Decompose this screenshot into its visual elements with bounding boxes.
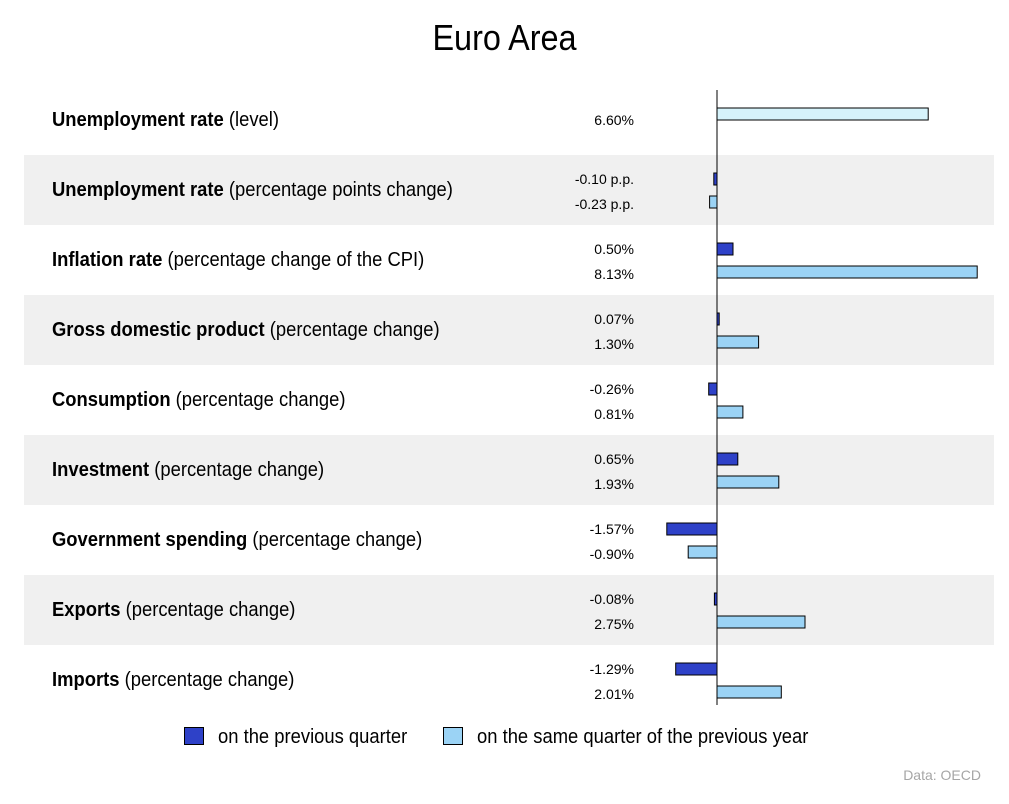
bar-quarter: [666, 522, 718, 536]
value-label-quarter: -0.26%: [589, 381, 634, 397]
bar-quarter: [716, 242, 734, 256]
indicator-name: Unemployment rate: [52, 109, 224, 131]
indicator-unit: (percentage change): [269, 319, 440, 341]
value-label-quarter: -1.29%: [589, 661, 634, 677]
indicator-row: Inflation rate (percentage change of the…: [24, 225, 994, 295]
bar-quarter: [675, 662, 718, 676]
bar-quarter: [708, 382, 718, 396]
indicator-label: Consumption (percentage change): [52, 365, 345, 435]
indicator-name: Exports: [52, 599, 121, 621]
value-label-quarter: 0.50%: [594, 241, 634, 257]
bar-quarter: [716, 452, 739, 466]
legend-label-quarter: on the previous quarter: [218, 726, 408, 748]
indicator-row: Unemployment rate (percentage points cha…: [24, 155, 994, 225]
data-source: Data: OECD: [903, 767, 981, 783]
value-label-year: 8.13%: [594, 266, 634, 282]
indicator-row: Investment (percentage change) 0.65% 1.93%: [24, 435, 994, 505]
indicator-rows: Unemployment rate (level) 6.60% Unemployme…: [0, 85, 1009, 705]
indicator-unit: (percentage change): [125, 599, 296, 621]
bar-year: [716, 685, 782, 699]
value-label-year: 2.01%: [594, 686, 634, 702]
indicator-row: Gross domestic product (percentage chang…: [24, 295, 994, 365]
legend: on the previous quarter on the same quar…: [0, 725, 1009, 749]
indicator-label: Exports (percentage change): [52, 575, 295, 645]
indicator-label: Imports (percentage change): [52, 645, 294, 715]
chart-title: Euro Area: [432, 17, 577, 58]
value-label-quarter: -0.08%: [589, 591, 634, 607]
indicator-label: Government spending (percentage change): [52, 505, 422, 575]
bar-year: [709, 195, 718, 209]
value-label-quarter: -0.10 p.p.: [574, 171, 634, 187]
indicator-label: Unemployment rate (percentage points cha…: [52, 155, 453, 225]
indicator-unit: (percentage change): [252, 529, 423, 551]
indicator-unit: (level): [228, 109, 279, 131]
value-label-quarter: 0.65%: [594, 451, 634, 467]
indicator-label: Gross domestic product (percentage chang…: [52, 295, 440, 365]
bar-year: [687, 545, 718, 559]
indicator-name: Investment: [52, 459, 150, 481]
legend-swatch-quarter: [184, 727, 204, 745]
value-label-quarter: -1.57%: [589, 521, 634, 537]
bar-year: [716, 475, 780, 489]
bar-year: [716, 615, 806, 629]
indicator-unit: (percentage change): [175, 389, 346, 411]
value-label-year: 2.75%: [594, 616, 634, 632]
bar-chart-plot: [666, 90, 978, 705]
bar-year: [716, 405, 744, 419]
indicator-name: Imports: [52, 669, 120, 691]
value-label-year: 6.60%: [594, 112, 634, 128]
value-label-year: 0.81%: [594, 406, 634, 422]
indicator-unit: (percentage points change): [228, 179, 453, 201]
indicator-label: Unemployment rate (level): [52, 85, 279, 155]
value-label-year: -0.90%: [589, 546, 634, 562]
indicator-name: Consumption: [52, 389, 171, 411]
indicator-label: Investment (percentage change): [52, 435, 324, 505]
indicator-row: Imports (percentage change) -1.29% 2.01%: [24, 645, 994, 715]
bar-year: [716, 107, 929, 121]
indicator-label: Inflation rate (percentage change of the…: [52, 225, 424, 295]
indicator-row: Exports (percentage change) -0.08% 2.75%: [24, 575, 994, 645]
indicator-row: Unemployment rate (level) 6.60%: [24, 85, 994, 155]
bar-year: [716, 335, 760, 349]
value-label-year: 1.30%: [594, 336, 634, 352]
indicator-name: Inflation rate: [52, 249, 163, 271]
indicator-row: Government spending (percentage change) -…: [24, 505, 994, 575]
value-label-year: -0.23 p.p.: [574, 196, 634, 212]
value-label-quarter: 0.07%: [594, 311, 634, 327]
indicator-row: Consumption (percentage change) -0.26% 0.8…: [24, 365, 994, 435]
bar-year: [716, 265, 978, 279]
indicator-unit: (percentage change): [124, 669, 295, 691]
indicator-unit: (percentage change): [154, 459, 325, 481]
legend-label-year: on the same quarter of the previous year: [477, 726, 809, 748]
legend-swatch-year: [443, 727, 463, 745]
indicator-unit: (percentage change of the CPI): [167, 249, 425, 271]
value-label-year: 1.93%: [594, 476, 634, 492]
indicator-name: Gross domestic product: [52, 319, 265, 341]
indicator-name: Government spending: [52, 529, 248, 551]
indicator-name: Unemployment rate: [52, 179, 224, 201]
